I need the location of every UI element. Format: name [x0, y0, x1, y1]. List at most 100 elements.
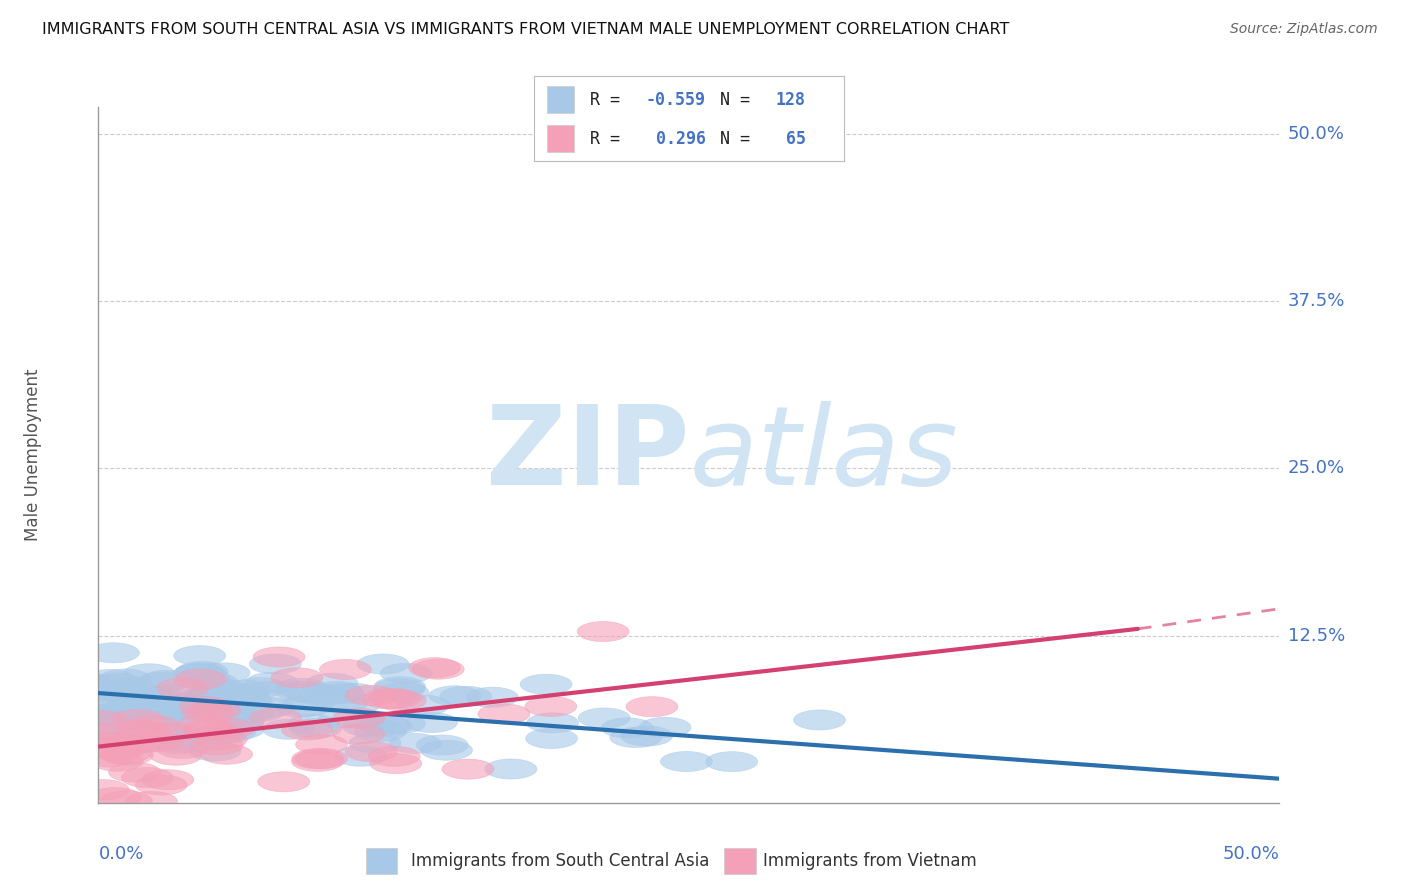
Ellipse shape	[222, 703, 274, 723]
Ellipse shape	[319, 659, 371, 680]
Ellipse shape	[177, 667, 229, 687]
Ellipse shape	[335, 747, 387, 766]
Ellipse shape	[287, 714, 339, 734]
Ellipse shape	[329, 694, 380, 714]
Ellipse shape	[122, 701, 174, 722]
Ellipse shape	[263, 719, 315, 739]
Ellipse shape	[163, 699, 215, 719]
Ellipse shape	[77, 780, 129, 800]
Ellipse shape	[212, 713, 264, 732]
Ellipse shape	[357, 654, 409, 674]
Ellipse shape	[186, 673, 238, 692]
Ellipse shape	[100, 682, 152, 702]
Ellipse shape	[176, 690, 228, 710]
Ellipse shape	[440, 686, 492, 706]
Ellipse shape	[112, 709, 163, 730]
Text: ZIP: ZIP	[485, 401, 689, 508]
Ellipse shape	[193, 678, 245, 698]
Ellipse shape	[110, 723, 162, 743]
Ellipse shape	[125, 791, 177, 812]
Ellipse shape	[79, 681, 131, 701]
Ellipse shape	[181, 698, 233, 718]
Ellipse shape	[374, 690, 426, 711]
Ellipse shape	[374, 677, 426, 697]
Ellipse shape	[180, 697, 232, 716]
Ellipse shape	[478, 704, 530, 724]
Ellipse shape	[195, 730, 247, 749]
Ellipse shape	[176, 662, 228, 681]
Ellipse shape	[183, 703, 235, 723]
Text: 128: 128	[776, 91, 806, 109]
Ellipse shape	[86, 695, 138, 714]
Ellipse shape	[217, 684, 269, 704]
Ellipse shape	[412, 659, 464, 679]
Ellipse shape	[91, 673, 142, 693]
Ellipse shape	[271, 668, 323, 688]
Ellipse shape	[441, 759, 494, 780]
Ellipse shape	[83, 704, 135, 723]
Ellipse shape	[204, 723, 256, 742]
Ellipse shape	[100, 680, 152, 700]
Ellipse shape	[333, 724, 385, 744]
Ellipse shape	[191, 735, 243, 755]
Ellipse shape	[117, 722, 169, 741]
Ellipse shape	[298, 685, 350, 706]
Ellipse shape	[86, 705, 138, 724]
Ellipse shape	[661, 751, 713, 772]
Ellipse shape	[107, 692, 159, 712]
Ellipse shape	[174, 669, 226, 690]
Ellipse shape	[75, 710, 127, 731]
Ellipse shape	[191, 724, 243, 744]
Ellipse shape	[101, 745, 153, 765]
Ellipse shape	[142, 683, 194, 704]
Ellipse shape	[195, 680, 247, 700]
Ellipse shape	[389, 733, 441, 754]
Text: R =: R =	[591, 129, 630, 147]
Ellipse shape	[368, 747, 420, 766]
Ellipse shape	[179, 698, 229, 718]
Ellipse shape	[620, 726, 672, 746]
Ellipse shape	[142, 770, 194, 789]
Ellipse shape	[91, 741, 143, 761]
Ellipse shape	[155, 726, 207, 746]
Ellipse shape	[152, 733, 204, 754]
Ellipse shape	[174, 663, 226, 683]
Ellipse shape	[250, 708, 301, 728]
Ellipse shape	[218, 680, 270, 700]
Ellipse shape	[183, 719, 235, 739]
Ellipse shape	[83, 670, 135, 690]
Ellipse shape	[328, 683, 380, 704]
Ellipse shape	[156, 739, 208, 758]
Ellipse shape	[354, 722, 406, 741]
Ellipse shape	[179, 714, 231, 735]
Ellipse shape	[219, 690, 271, 709]
Ellipse shape	[346, 741, 396, 762]
Ellipse shape	[311, 681, 363, 701]
Ellipse shape	[295, 734, 347, 755]
Ellipse shape	[80, 724, 132, 744]
Ellipse shape	[276, 681, 328, 701]
Ellipse shape	[146, 722, 198, 741]
Ellipse shape	[117, 720, 169, 739]
Ellipse shape	[274, 698, 326, 717]
Ellipse shape	[368, 689, 420, 708]
Text: IMMIGRANTS FROM SOUTH CENTRAL ASIA VS IMMIGRANTS FROM VIETNAM MALE UNEMPLOYMENT : IMMIGRANTS FROM SOUTH CENTRAL ASIA VS IM…	[42, 22, 1010, 37]
Ellipse shape	[160, 706, 212, 727]
Ellipse shape	[159, 702, 211, 723]
Ellipse shape	[359, 714, 411, 735]
Ellipse shape	[307, 673, 359, 693]
Ellipse shape	[184, 684, 236, 705]
FancyBboxPatch shape	[724, 848, 756, 874]
Ellipse shape	[526, 729, 578, 748]
Ellipse shape	[333, 708, 385, 728]
Ellipse shape	[103, 735, 155, 755]
Ellipse shape	[82, 747, 134, 767]
Ellipse shape	[315, 693, 367, 714]
Ellipse shape	[319, 708, 371, 728]
Ellipse shape	[145, 723, 197, 743]
Ellipse shape	[107, 689, 159, 709]
Ellipse shape	[416, 735, 468, 755]
Text: 0.296: 0.296	[645, 129, 706, 147]
Ellipse shape	[429, 686, 481, 706]
Ellipse shape	[132, 687, 183, 706]
